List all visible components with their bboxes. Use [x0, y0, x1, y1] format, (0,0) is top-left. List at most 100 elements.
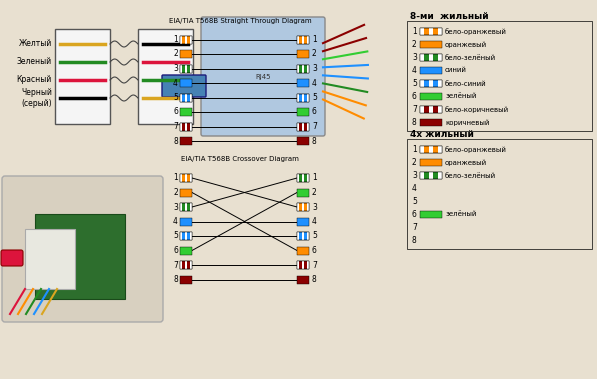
- Bar: [307, 94, 309, 102]
- Bar: [307, 232, 309, 240]
- Bar: [297, 174, 309, 182]
- Bar: [297, 108, 309, 116]
- Bar: [190, 261, 192, 269]
- Text: коричневый: коричневый: [445, 119, 490, 126]
- Text: синий: синий: [445, 67, 467, 74]
- Bar: [297, 122, 309, 130]
- Bar: [429, 28, 433, 35]
- Bar: [138, 29, 193, 124]
- Bar: [190, 64, 192, 72]
- Text: 6: 6: [312, 108, 317, 116]
- Bar: [297, 218, 309, 226]
- Text: 4: 4: [173, 217, 178, 226]
- Bar: [438, 80, 442, 87]
- Text: 2: 2: [173, 188, 178, 197]
- Bar: [420, 106, 442, 113]
- Bar: [180, 203, 183, 211]
- Text: 7: 7: [412, 105, 417, 114]
- Text: 8: 8: [173, 275, 178, 284]
- Bar: [297, 94, 309, 102]
- Bar: [185, 122, 187, 130]
- Bar: [180, 232, 183, 240]
- Bar: [185, 94, 187, 102]
- Bar: [420, 119, 442, 126]
- Text: 6: 6: [412, 210, 417, 219]
- Text: 7: 7: [173, 122, 178, 131]
- Bar: [297, 261, 309, 269]
- Bar: [297, 79, 309, 87]
- Bar: [297, 36, 309, 44]
- Bar: [180, 246, 192, 255]
- Bar: [297, 232, 309, 240]
- Text: 8-ми  жильный: 8-ми жильный: [410, 12, 488, 21]
- Text: 5: 5: [412, 197, 417, 206]
- Text: бело-оранжевый: бело-оранжевый: [445, 146, 507, 153]
- Bar: [420, 80, 442, 87]
- Bar: [180, 232, 192, 240]
- Text: Красный: Красный: [17, 75, 52, 85]
- Text: 5: 5: [412, 79, 417, 88]
- Bar: [297, 174, 300, 182]
- Text: 8: 8: [173, 136, 178, 146]
- Bar: [297, 64, 309, 72]
- Bar: [302, 36, 304, 44]
- Text: 4х жильный: 4х жильный: [410, 130, 474, 139]
- Bar: [429, 54, 433, 61]
- Bar: [180, 218, 192, 226]
- Bar: [297, 36, 300, 44]
- Bar: [438, 172, 442, 179]
- Bar: [438, 28, 442, 35]
- Text: 6: 6: [312, 246, 317, 255]
- Text: 7: 7: [312, 122, 317, 131]
- Bar: [180, 122, 192, 130]
- Bar: [302, 64, 304, 72]
- Text: EIA/TIA T568B Crossover Diagram: EIA/TIA T568B Crossover Diagram: [181, 157, 299, 163]
- Bar: [302, 261, 304, 269]
- Bar: [420, 41, 442, 48]
- Bar: [302, 94, 304, 102]
- Bar: [185, 36, 187, 44]
- Bar: [180, 36, 192, 44]
- Bar: [297, 174, 309, 182]
- Text: 8: 8: [312, 136, 317, 146]
- Bar: [180, 122, 192, 130]
- FancyBboxPatch shape: [201, 17, 325, 136]
- Bar: [180, 108, 192, 116]
- Bar: [420, 54, 424, 61]
- Bar: [180, 261, 183, 269]
- Bar: [190, 36, 192, 44]
- Text: 3: 3: [173, 64, 178, 73]
- Text: 4: 4: [312, 217, 317, 226]
- Bar: [297, 188, 309, 196]
- Bar: [180, 64, 192, 72]
- Bar: [180, 36, 183, 44]
- Text: 1: 1: [173, 35, 178, 44]
- Text: 4: 4: [173, 78, 178, 88]
- Bar: [420, 80, 442, 87]
- Bar: [190, 94, 192, 102]
- Text: 5: 5: [173, 232, 178, 241]
- Bar: [180, 276, 192, 283]
- Text: 6: 6: [173, 246, 178, 255]
- Bar: [297, 232, 309, 240]
- Text: 1: 1: [312, 35, 317, 44]
- Bar: [297, 64, 300, 72]
- Bar: [420, 106, 442, 113]
- Bar: [180, 203, 192, 211]
- Bar: [190, 174, 192, 182]
- Bar: [429, 172, 433, 179]
- Bar: [420, 28, 442, 35]
- Bar: [429, 146, 433, 153]
- Text: 2: 2: [312, 188, 317, 197]
- Text: 2: 2: [173, 50, 178, 58]
- Bar: [185, 261, 187, 269]
- Bar: [438, 106, 442, 113]
- Bar: [297, 94, 300, 102]
- Bar: [438, 54, 442, 61]
- Text: 4: 4: [412, 66, 417, 75]
- FancyBboxPatch shape: [1, 250, 23, 266]
- Bar: [307, 261, 309, 269]
- Text: бело-синий: бело-синий: [445, 80, 487, 86]
- Text: зелёный: зелёный: [445, 211, 476, 218]
- Bar: [180, 188, 192, 196]
